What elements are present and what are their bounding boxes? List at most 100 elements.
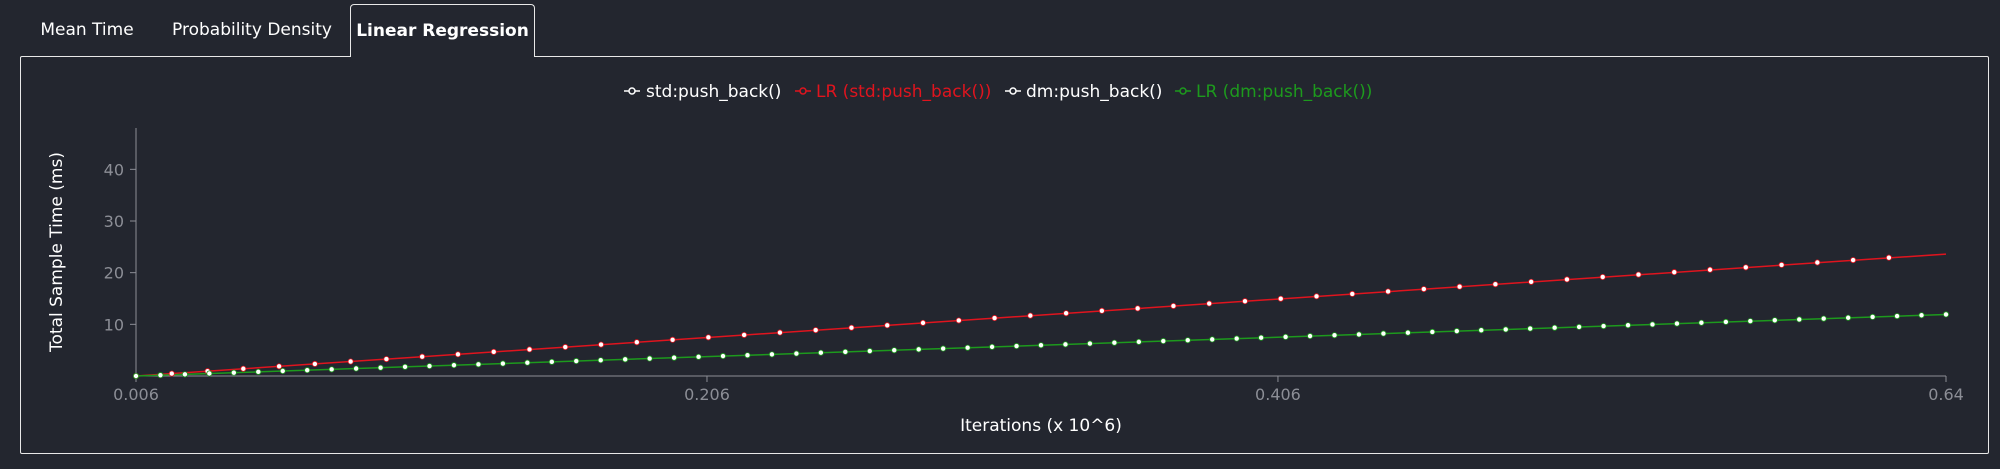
tab-linear-regression[interactable]: Linear Regression — [350, 4, 535, 57]
data-point[interactable] — [1098, 307, 1105, 314]
data-point[interactable] — [915, 346, 922, 353]
data-point[interactable] — [1820, 315, 1827, 322]
data-point[interactable] — [1241, 298, 1248, 305]
data-point[interactable] — [475, 361, 482, 368]
data-point[interactable] — [426, 363, 433, 370]
data-point[interactable] — [1850, 257, 1857, 264]
data-point[interactable] — [1492, 281, 1499, 288]
data-point[interactable] — [1331, 332, 1338, 339]
data-point[interactable] — [1600, 323, 1607, 330]
data-point[interactable] — [1771, 317, 1778, 324]
data-point[interactable] — [633, 339, 640, 346]
data-point[interactable] — [1649, 321, 1656, 328]
data-point[interactable] — [1380, 330, 1387, 337]
data-point[interactable] — [1599, 273, 1606, 280]
data-point[interactable] — [1062, 341, 1069, 348]
data-point[interactable] — [622, 356, 629, 363]
data-point[interactable] — [1206, 300, 1213, 307]
data-point[interactable] — [1420, 286, 1427, 293]
data-point[interactable] — [1698, 319, 1705, 326]
data-point[interactable] — [1277, 295, 1284, 302]
data-point[interactable] — [940, 345, 947, 352]
data-point[interactable] — [866, 348, 873, 355]
data-point[interactable] — [402, 363, 409, 370]
data-point[interactable] — [1778, 261, 1785, 268]
data-point[interactable] — [989, 343, 996, 350]
data-point[interactable] — [1233, 335, 1240, 342]
data-point[interactable] — [450, 362, 457, 369]
data-point[interactable] — [793, 350, 800, 357]
data-point[interactable] — [1313, 293, 1320, 300]
data-point[interactable] — [598, 341, 605, 348]
data-point[interactable] — [1478, 327, 1485, 334]
data-point[interactable] — [741, 331, 748, 338]
legend-item-std-points[interactable]: std:push_back() — [624, 82, 781, 102]
data-point[interactable] — [1184, 337, 1191, 344]
data-point[interactable] — [1086, 340, 1093, 347]
data-point[interactable] — [240, 365, 247, 372]
data-point[interactable] — [1747, 318, 1754, 325]
data-point[interactable] — [1385, 288, 1392, 295]
data-point[interactable] — [1307, 333, 1314, 340]
data-point[interactable] — [490, 348, 497, 355]
data-point[interactable] — [524, 359, 531, 366]
data-point[interactable] — [1885, 254, 1892, 261]
data-point[interactable] — [132, 372, 139, 379]
data-point[interactable] — [1943, 311, 1950, 318]
data-point[interactable] — [776, 329, 783, 336]
data-point[interactable] — [276, 363, 283, 370]
legend-item-dm-lr[interactable]: LR (dm:push_back()) — [1175, 82, 1372, 102]
data-point[interactable] — [1355, 331, 1362, 338]
data-point[interactable] — [720, 353, 727, 360]
tab-mean-time[interactable]: Mean Time — [40, 20, 134, 40]
data-point[interactable] — [1576, 323, 1583, 330]
tab-probability-density[interactable]: Probability Density — [172, 20, 332, 40]
data-point[interactable] — [842, 348, 849, 355]
data-point[interactable] — [671, 354, 678, 361]
data-point[interactable] — [573, 358, 580, 365]
data-point[interactable] — [1894, 313, 1901, 320]
data-point[interactable] — [1453, 328, 1460, 335]
data-point[interactable] — [646, 355, 653, 362]
data-point[interactable] — [383, 356, 390, 363]
data-point[interactable] — [1527, 325, 1534, 332]
data-point[interactable] — [1869, 313, 1876, 320]
data-point[interactable] — [230, 369, 237, 376]
data-point[interactable] — [1135, 338, 1142, 345]
data-point[interactable] — [991, 315, 998, 322]
data-point[interactable] — [1170, 302, 1177, 309]
data-point[interactable] — [1796, 316, 1803, 323]
data-point[interactable] — [695, 353, 702, 360]
data-point[interactable] — [1742, 264, 1749, 271]
data-point[interactable] — [157, 372, 164, 379]
data-point[interactable] — [812, 327, 819, 334]
data-point[interactable] — [1429, 328, 1436, 335]
data-point[interactable] — [347, 358, 354, 365]
data-point[interactable] — [1027, 312, 1034, 319]
data-point[interactable] — [279, 368, 286, 375]
data-point[interactable] — [1038, 342, 1045, 349]
data-point[interactable] — [499, 360, 506, 367]
legend-item-std-lr[interactable]: LR (std:push_back()) — [795, 82, 991, 102]
data-point[interactable] — [1528, 278, 1535, 285]
data-point[interactable] — [705, 334, 712, 341]
data-point[interactable] — [454, 351, 461, 358]
data-point[interactable] — [1918, 312, 1925, 319]
data-point[interactable] — [1456, 283, 1463, 290]
data-point[interactable] — [1845, 314, 1852, 321]
data-point[interactable] — [1502, 326, 1509, 333]
data-point[interactable] — [255, 368, 262, 375]
data-point[interactable] — [848, 324, 855, 331]
data-point[interactable] — [1551, 324, 1558, 331]
data-point[interactable] — [1258, 334, 1265, 341]
data-point[interactable] — [328, 366, 335, 373]
data-point[interactable] — [1563, 276, 1570, 283]
data-point[interactable] — [1013, 343, 1020, 350]
data-point[interactable] — [311, 360, 318, 367]
data-point[interactable] — [1209, 336, 1216, 343]
data-point[interactable] — [548, 358, 555, 365]
data-point[interactable] — [955, 317, 962, 324]
data-point[interactable] — [1707, 266, 1714, 273]
data-point[interactable] — [891, 347, 898, 354]
data-point[interactable] — [1111, 339, 1118, 346]
